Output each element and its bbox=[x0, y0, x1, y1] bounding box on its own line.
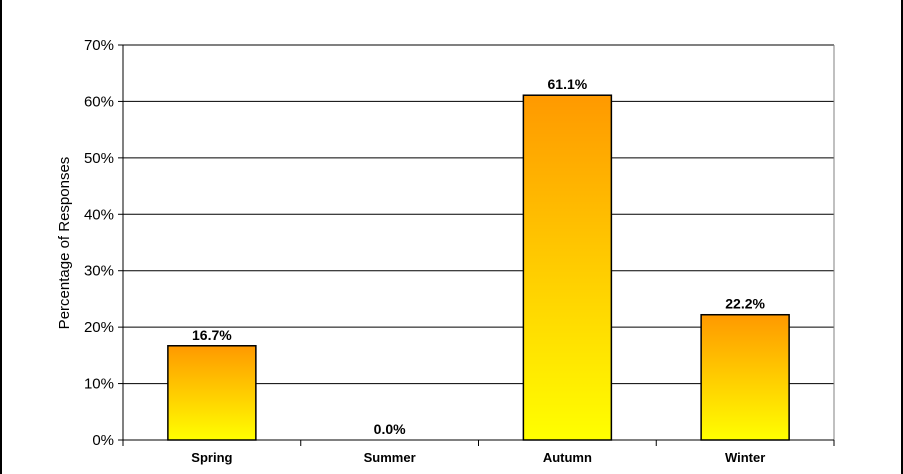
labels: 0% 10% 20% 30% 40% 50% 60% 70% 16.7% Spring 0.0% Su… bbox=[84, 37, 766, 465]
data-label-winter: 22.2% bbox=[725, 296, 765, 312]
y-tick-label: 10% bbox=[84, 376, 114, 393]
category-label-summer: Summer bbox=[364, 450, 416, 465]
y-tick-label: 20% bbox=[84, 319, 114, 336]
data-label-summer: 0.0% bbox=[374, 421, 406, 437]
y-axis-title: Percentage of Responses bbox=[56, 157, 73, 330]
y-tick-label: 50% bbox=[84, 150, 114, 167]
bar-autumn bbox=[522, 94, 613, 441]
data-label-spring: 16.7% bbox=[192, 327, 232, 343]
bars bbox=[167, 94, 790, 441]
y-tick-label: 0% bbox=[92, 432, 114, 449]
y-tick-label: 70% bbox=[84, 37, 114, 54]
y-tick-label: 40% bbox=[84, 206, 114, 223]
category-label-winter: Winter bbox=[725, 450, 765, 465]
bar-winter bbox=[700, 313, 790, 441]
bar-spring bbox=[167, 345, 257, 441]
data-label-autumn: 61.1% bbox=[548, 76, 588, 92]
y-tick-label: 60% bbox=[84, 93, 114, 110]
y-tick-label: 30% bbox=[84, 263, 114, 280]
category-label-spring: Spring bbox=[191, 450, 232, 465]
category-label-autumn: Autumn bbox=[543, 450, 592, 465]
gridlines bbox=[123, 44, 834, 385]
